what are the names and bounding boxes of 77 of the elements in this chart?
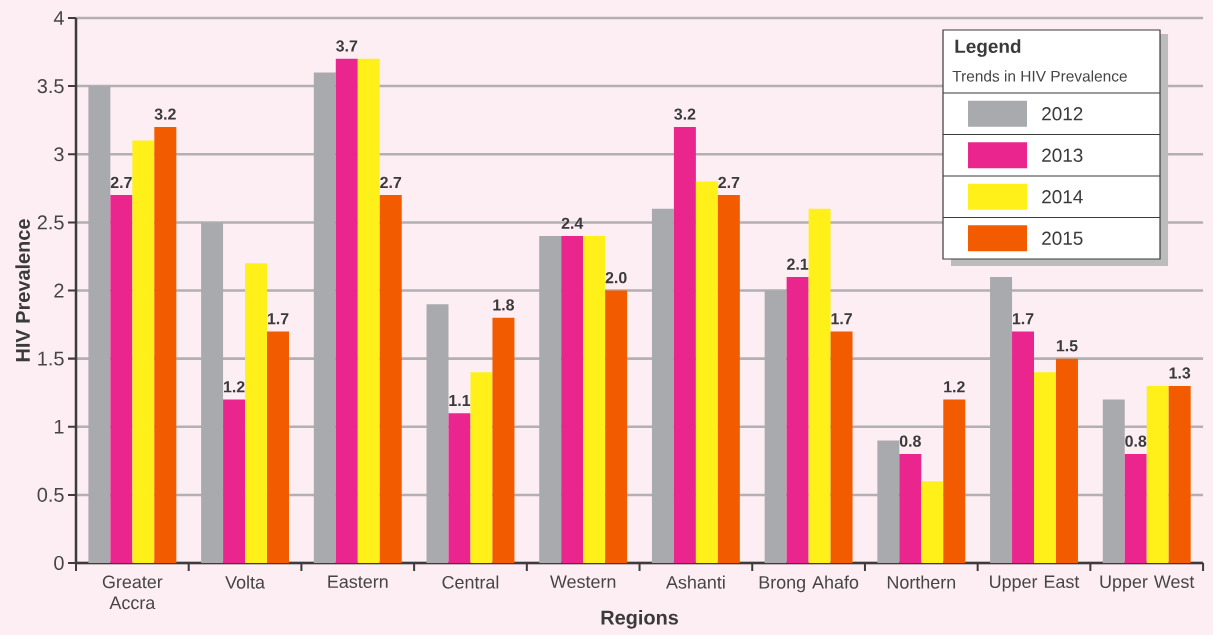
data-label: 2.4	[561, 217, 584, 229]
bar	[379, 195, 402, 563]
data-label: 1.1	[449, 394, 471, 406]
y-tick-label: 2.5	[37, 215, 64, 230]
x-tick-label: Western	[550, 575, 616, 589]
x-tick-label: Greater Accra	[102, 575, 163, 610]
annotation: Trends in HIV Prevalence	[952, 70, 1127, 82]
x-tick-label: Volta	[225, 575, 265, 589]
bar	[899, 454, 922, 563]
bar	[132, 140, 155, 563]
data-label: 1.2	[223, 381, 245, 393]
y-tick-label: 3	[54, 147, 64, 162]
data-label: 2.7	[718, 176, 740, 188]
bar	[830, 331, 853, 563]
bar	[1012, 331, 1035, 563]
bar	[1146, 385, 1169, 563]
data-label: 1.7	[1012, 313, 1034, 325]
bar	[583, 236, 606, 563]
x-tick-label: Northern	[887, 575, 956, 589]
y-tick-label: 0	[54, 555, 64, 571]
data-label: 3.2	[154, 108, 176, 120]
data-label: 1.2	[944, 381, 965, 393]
bar	[673, 127, 696, 563]
data-label: 3.7	[336, 40, 358, 52]
bar	[335, 58, 358, 563]
bar	[561, 236, 584, 563]
bar	[1124, 454, 1147, 563]
bar	[357, 58, 380, 563]
bar	[695, 181, 718, 563]
bar	[1055, 358, 1078, 563]
legend-title: Legend	[955, 39, 1021, 57]
x-axis-title: Regions	[601, 609, 679, 629]
bar	[943, 399, 966, 563]
x-tick-label: Ashanti	[666, 575, 725, 589]
bar	[110, 195, 133, 563]
bar	[808, 208, 831, 563]
x-tick-label: Central	[442, 575, 499, 589]
data-label: 1.8	[493, 299, 515, 311]
data-label: 2.0	[605, 272, 627, 284]
legend-label: 2014	[1042, 190, 1083, 204]
bar	[1168, 385, 1191, 563]
bar	[786, 276, 809, 563]
bar	[921, 481, 944, 563]
bar	[267, 331, 290, 563]
bar	[154, 127, 177, 563]
legend-label: 2015	[1042, 231, 1083, 245]
bar	[605, 290, 628, 563]
bar	[448, 413, 471, 563]
data-label: 2.1	[787, 258, 809, 270]
data-label: 2.7	[380, 176, 402, 188]
data-label: 2.7	[110, 176, 132, 188]
data-label: 1.7	[831, 313, 852, 325]
bar	[245, 263, 268, 563]
bar	[223, 399, 246, 563]
y-tick-label: 3.5	[37, 79, 64, 94]
x-tick-label: Upper West	[1100, 575, 1195, 592]
x-tick-label: Upper East	[990, 575, 1080, 592]
x-tick-label: Brong Ahafo	[759, 575, 859, 593]
data-label: 1.3	[1169, 367, 1191, 379]
bar	[1034, 372, 1056, 563]
x-tick-label: Eastern	[328, 575, 388, 589]
bar	[717, 195, 740, 563]
y-tick-label: 0.5	[37, 487, 64, 502]
y-tick-label: 2	[54, 283, 64, 298]
data-label: 1.5	[1056, 340, 1078, 352]
y-tick-label: 1	[54, 419, 64, 434]
data-label: 0.8	[1125, 435, 1147, 447]
legend-label: 2012	[1042, 107, 1083, 121]
y-axis-title: HIV Prevalence	[15, 219, 30, 362]
data-label: 3.2	[674, 108, 696, 120]
y-tick-label: 1.5	[38, 351, 64, 366]
bar	[470, 372, 493, 563]
legend-label: 2013	[1042, 148, 1083, 162]
bar	[492, 317, 515, 563]
data-label: 1.7	[267, 313, 289, 325]
y-tick-label: 4	[53, 11, 64, 25]
data-label: 0.8	[899, 435, 921, 447]
